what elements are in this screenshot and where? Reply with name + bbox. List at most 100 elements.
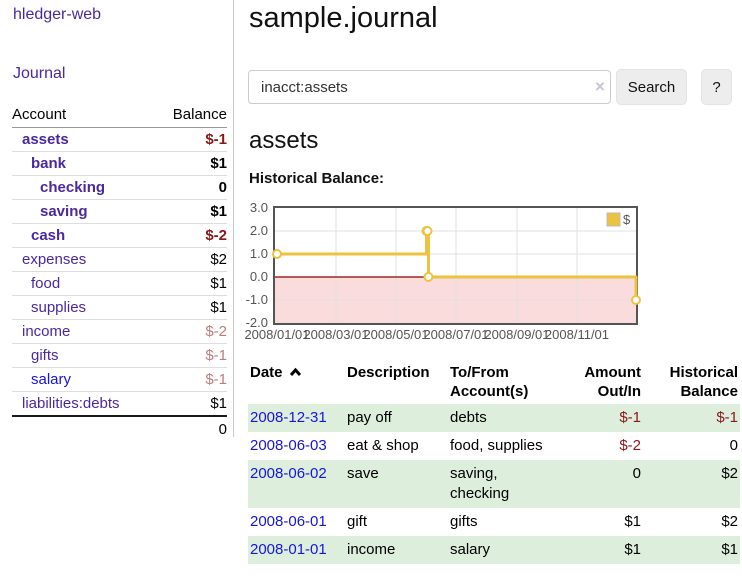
x-axis-tick: 2008/01/01 <box>244 327 310 342</box>
transaction-amount: $1 <box>624 513 641 530</box>
account-row: checking 0 <box>12 176 227 200</box>
account-link[interactable]: saving <box>40 203 88 220</box>
transaction-amount: $-1 <box>560 404 643 432</box>
app-title-link[interactable]: hledger-web <box>13 6 102 23</box>
account-link[interactable]: expenses <box>22 251 87 268</box>
y-axis-tick: 2.0 <box>249 223 268 238</box>
account-row: income $-2 <box>12 320 227 344</box>
transaction-amount: $1 <box>560 536 643 564</box>
column-header-balance[interactable]: Historical Balance <box>669 364 738 400</box>
account-row: supplies $1 <box>12 296 227 320</box>
transaction-accounts: salary <box>448 536 560 564</box>
register-row: 2008-06-01 gift gifts $1 $2 <box>248 508 740 536</box>
account-table-header: Account Balance <box>12 104 227 128</box>
transaction-date-link[interactable]: 2008-06-01 <box>250 513 327 530</box>
transaction-accounts: food, supplies <box>450 437 543 454</box>
y-axis-tick: 0.0 <box>249 269 268 284</box>
transaction-balance: $2 <box>721 513 738 530</box>
y-axis-tick: -1.0 <box>245 292 268 307</box>
transaction-date-link[interactable]: 2008-01-01 <box>250 541 327 558</box>
search-input[interactable] <box>248 70 611 104</box>
register-header-row: Date Description To/From Account(s) Amou… <box>248 360 740 404</box>
x-axis-tick: 2008/03/01 <box>303 327 369 342</box>
column-header-amount[interactable]: Amount Out/In <box>584 364 641 400</box>
historical-balance-chart[interactable]: $ 3.0 2.0 1.0 0.0 -1.0 -2.0 2008/01/01 2008/03/… <box>240 200 742 345</box>
account-link[interactable]: cash <box>31 227 66 244</box>
transaction-balance: $1 <box>643 536 740 564</box>
transaction-amount: 0 <box>560 460 643 508</box>
column-header-description[interactable]: Description <box>347 364 430 381</box>
chart-title: Historical Balance: <box>249 170 385 187</box>
sidebar-divider <box>233 0 234 437</box>
account-column-header: Account <box>12 106 67 123</box>
transaction-description: gift <box>347 513 368 530</box>
account-link[interactable]: salary <box>31 371 72 388</box>
account-link[interactable]: liabilities:debts <box>22 395 120 412</box>
account-row: salary $-1 <box>12 368 227 392</box>
account-link[interactable]: supplies <box>31 299 87 316</box>
account-row: liabilities:debts $1 <box>12 392 227 417</box>
account-row: food $1 <box>12 272 227 296</box>
transaction-balance: 0 <box>729 437 738 454</box>
x-axis-tick: 2008/11/01 <box>544 327 610 342</box>
account-balance: $2 <box>210 251 227 268</box>
clear-search-icon[interactable]: × <box>595 77 605 96</box>
account-link[interactable]: assets <box>22 131 69 148</box>
total-balance: 0 <box>218 421 227 438</box>
search-button[interactable]: Search <box>616 69 687 105</box>
balance-column-header: Balance <box>172 106 227 123</box>
account-balance: $1 <box>210 275 227 292</box>
account-link[interactable]: food <box>31 275 61 292</box>
transaction-description: eat & shop <box>347 437 419 454</box>
register-row: 2008-06-03 eat & shop food, supplies $-2 0 <box>248 432 740 460</box>
account-balance: $1 <box>210 155 227 172</box>
x-axis-tick: 2008/07/01 <box>423 327 489 342</box>
chart-plot[interactable]: $ <box>240 200 742 345</box>
account-link[interactable]: gifts <box>31 347 59 364</box>
account-row: saving $1 <box>12 200 227 224</box>
x-axis-tick: 2008/09/01 <box>484 327 550 342</box>
account-balance: $1 <box>210 299 227 316</box>
account-tree: assets $-1 bank $1 checking 0 saving $1 cash $-2 e… <box>12 128 227 417</box>
transaction-date-link[interactable]: 2008-06-02 <box>250 465 327 482</box>
transaction-accounts: saving, checking <box>448 460 560 508</box>
account-balance: $-2 <box>205 323 227 340</box>
register-row: 2008-12-31 pay off debts $-1 $-1 <box>248 404 740 432</box>
transaction-accounts: gifts <box>450 513 478 530</box>
transaction-description: pay off <box>345 404 448 432</box>
transaction-balance: $2 <box>643 460 740 508</box>
account-link[interactable]: income <box>22 323 71 340</box>
account-balance: 0 <box>218 179 227 196</box>
account-heading: assets <box>249 127 319 154</box>
account-balance: $-1 <box>205 131 227 148</box>
account-row: assets $-1 <box>12 128 227 152</box>
account-balance: $1 <box>210 395 227 412</box>
legend-label: $ <box>623 212 631 227</box>
column-header-accounts[interactable]: To/From Account(s) <box>450 364 529 400</box>
register-row: 2008-01-01 income salary $1 $1 <box>248 536 740 564</box>
transaction-description: save <box>345 460 448 508</box>
account-balance: $1 <box>210 203 227 220</box>
y-axis-tick: -2.0 <box>245 315 268 330</box>
account-balance: $-2 <box>205 227 227 244</box>
y-axis-tick: 1.0 <box>249 246 268 261</box>
account-link[interactable]: checking <box>40 179 106 196</box>
sort-ascending-icon <box>289 363 302 382</box>
transaction-date-link[interactable]: 2008-06-03 <box>250 437 327 454</box>
account-row: bank $1 <box>12 152 227 176</box>
account-balance: $-1 <box>205 347 227 364</box>
help-button[interactable]: ? <box>701 69 732 105</box>
account-balance: $-1 <box>205 371 227 388</box>
x-axis-tick: 2008/05/01 <box>363 327 429 342</box>
transaction-description: income <box>345 536 448 564</box>
register-table: Date Description To/From Account(s) Amou… <box>248 360 740 564</box>
account-row: expenses $2 <box>12 248 227 272</box>
account-link[interactable]: bank <box>31 155 67 172</box>
account-row: gifts $-1 <box>12 344 227 368</box>
account-balance-table: Account Balance assets $-1 bank $1 checking 0… <box>12 104 227 442</box>
transaction-date-link[interactable]: 2008-12-31 <box>250 409 327 426</box>
sidebar-item-journal[interactable]: Journal <box>13 65 66 82</box>
account-total-row: 0 <box>12 417 227 442</box>
page-title: sample.journal <box>249 2 438 34</box>
column-header-date[interactable]: Date <box>248 360 345 404</box>
